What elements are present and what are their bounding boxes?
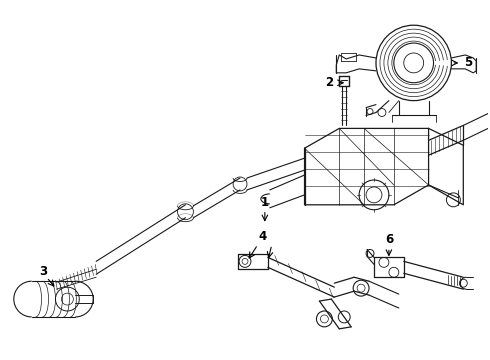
Text: 6: 6 xyxy=(385,233,393,246)
Text: 4: 4 xyxy=(259,230,267,243)
Text: 2: 2 xyxy=(325,76,333,89)
Text: 3: 3 xyxy=(40,265,48,278)
Text: 5: 5 xyxy=(464,57,472,69)
Text: 1: 1 xyxy=(261,196,269,209)
